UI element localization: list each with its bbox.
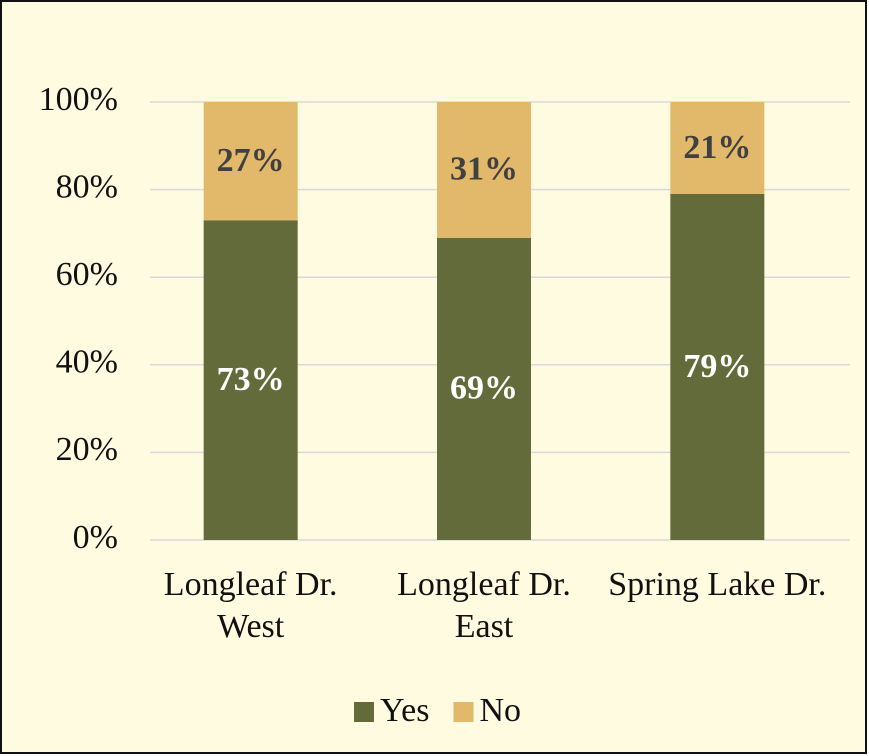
data-label: 69% [450,370,518,407]
bar-segment [670,102,765,194]
legend-swatch [453,702,474,722]
data-label: 21% [683,129,751,166]
bar-segment [203,220,298,540]
data-label: 79% [683,348,751,385]
x-tick-label: Longleaf Dr. East [397,566,571,645]
y-tick-label: 20% [56,431,118,468]
y-tick-label: 100% [39,81,118,118]
x-tick-label: Longleaf Dr. West [163,566,338,645]
legend-label: No [479,692,521,729]
data-label: 73% [217,361,285,398]
y-tick-label: 0% [73,519,118,556]
bar-segment [203,102,298,221]
bar-segment [670,193,765,541]
data-label: 27% [217,142,285,179]
bar-segment [437,237,531,540]
y-tick-label: 60% [56,256,118,293]
legend-swatch [354,702,374,722]
y-tick-label: 40% [56,344,118,381]
y-tick-label: 80% [56,168,118,205]
bar-segment [437,102,531,238]
x-tick-label: Spring Lake Dr. [608,566,827,603]
legend-label: Yes [380,692,429,729]
data-label: 31% [450,151,518,188]
